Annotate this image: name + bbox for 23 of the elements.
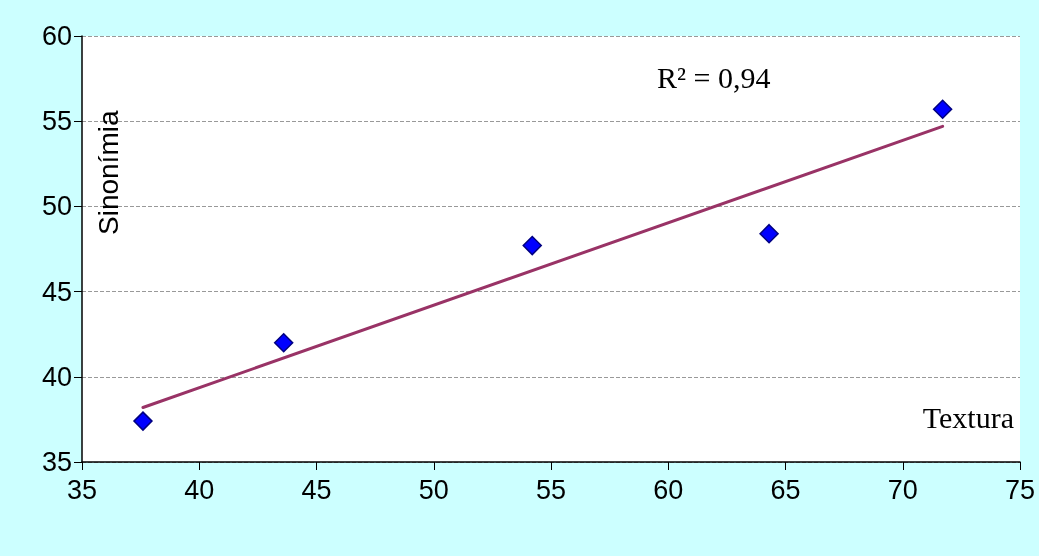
point [759, 223, 779, 244]
x-tick-label: 60 [653, 474, 684, 505]
y-tick-label: 45 [41, 276, 72, 307]
x-tick-label: 65 [770, 474, 801, 505]
x-tick-label: 40 [184, 474, 215, 505]
y-tick-label: 50 [41, 191, 72, 222]
x-tick-label: 45 [301, 474, 332, 505]
x-tick-label: 50 [418, 474, 449, 505]
y-tick-label: 55 [41, 106, 72, 137]
y-axis-title: Sinonímia [92, 110, 124, 235]
annotation: R² = 0,94 [657, 60, 771, 94]
y-tick-label: 35 [41, 447, 72, 477]
point [932, 99, 953, 120]
point [133, 411, 153, 431]
y-tick-label: 40 [41, 361, 72, 392]
x-tick-label: 35 [66, 474, 98, 505]
x-axis-title: Textura [922, 400, 1014, 434]
point [522, 235, 542, 256]
point [273, 332, 294, 353]
x-tick-label: 70 [887, 474, 918, 505]
y-tick-label: 60 [41, 21, 72, 51]
x-tick-label: 75 [1004, 474, 1036, 505]
x-tick-label: 55 [535, 474, 567, 505]
